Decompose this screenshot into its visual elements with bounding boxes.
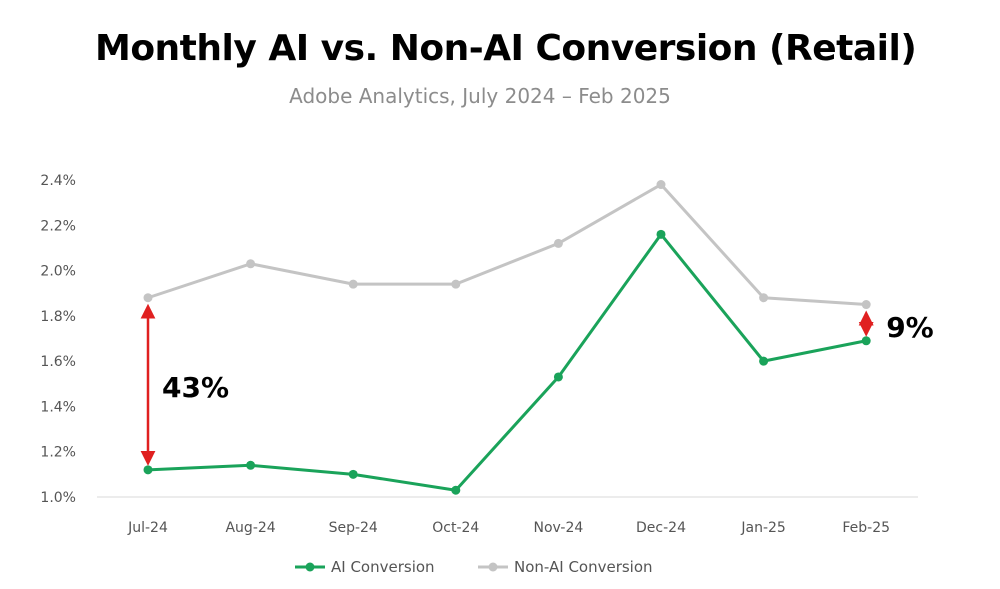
non-ai-conversion-point [553,238,563,248]
difference-label: 9% [886,311,934,344]
x-tick-label: Jul-24 [127,520,168,536]
non-ai-conversion-point [348,279,358,289]
x-tick-label: Aug-24 [225,520,275,536]
ai-conversion-point [553,372,563,382]
y-tick-label: 1.4% [40,399,76,415]
y-tick-label: 2.0% [40,264,76,280]
ai-conversion-point [451,485,461,495]
legend-ai-conversion-label: AI Conversion [331,558,435,576]
ai-conversion-point [656,229,666,239]
legend-non-ai-conversion-label: Non-AI Conversion [514,558,653,576]
x-tick-label: Sep-24 [329,520,378,536]
ai-conversion-point [348,469,358,479]
x-tick-label: Oct-24 [432,520,479,536]
chart-subtitle: Adobe Analytics, July 2024 – Feb 2025 [289,84,671,108]
y-tick-label: 2.2% [40,218,76,234]
non-ai-conversion-point [143,293,153,303]
y-tick-label: 2.4% [40,173,76,189]
non-ai-conversion-point [861,300,871,310]
ai-conversion-point [246,460,256,470]
ai-conversion-line [147,232,867,492]
legend-ai-conversion-marker [305,562,315,572]
non-ai-conversion-point [246,259,256,269]
difference-label: 43% [162,371,229,404]
ai-conversion-point [861,336,871,346]
x-tick-label: Nov-24 [533,520,583,536]
non-ai-conversion-point [656,180,666,190]
y-tick-label: 1.6% [40,354,76,370]
x-tick-label: Jan-25 [740,520,785,536]
non-ai-conversion-line [147,183,867,307]
non-ai-conversion-point [451,279,461,289]
x-tick-label: Dec-24 [636,520,686,536]
legend-non-ai-conversion-marker [488,562,498,572]
y-tick-label: 1.8% [40,309,76,325]
chart-title: Monthly AI vs. Non-AI Conversion (Retail… [95,28,917,69]
y-tick-label: 1.0% [40,490,76,506]
non-ai-conversion-point [759,293,769,303]
y-tick-label: 1.2% [40,445,76,461]
ai-conversion-point [759,356,769,366]
ai-conversion-point [143,465,153,475]
x-tick-label: Feb-25 [842,520,890,536]
